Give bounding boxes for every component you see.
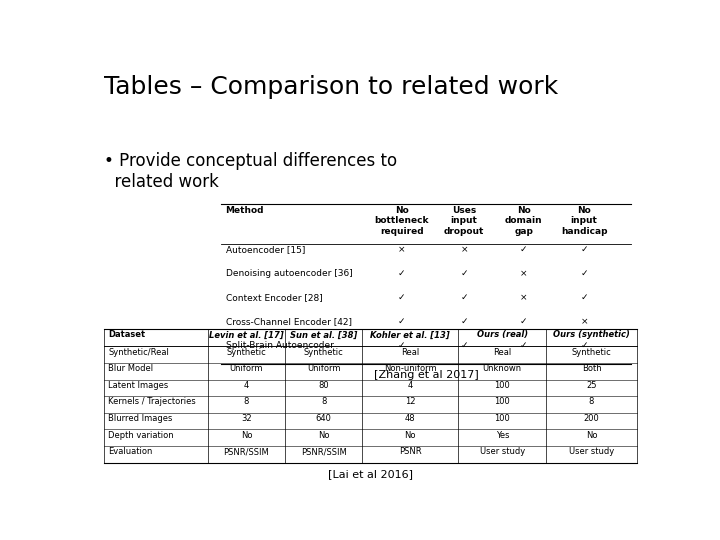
Text: 4: 4 <box>244 381 249 390</box>
Text: Synthetic: Synthetic <box>227 348 266 356</box>
Text: Levin et al. [17]: Levin et al. [17] <box>209 330 284 340</box>
Text: ×: × <box>520 269 527 278</box>
Text: Dataset: Dataset <box>109 330 145 340</box>
Text: 25: 25 <box>586 381 597 390</box>
Text: No: No <box>405 431 416 440</box>
Text: Method: Method <box>225 206 264 215</box>
Text: No
domain
gap: No domain gap <box>505 206 542 235</box>
Text: 80: 80 <box>318 381 329 390</box>
Text: 4: 4 <box>408 381 413 390</box>
Text: [Lai et al 2016]: [Lai et al 2016] <box>328 469 413 479</box>
Text: ✓: ✓ <box>580 293 588 302</box>
Text: ×: × <box>580 317 588 326</box>
Text: ✓: ✓ <box>520 245 527 254</box>
Text: Non-uniform: Non-uniform <box>384 364 436 373</box>
Text: ✓: ✓ <box>460 293 468 302</box>
Text: ✓: ✓ <box>460 269 468 278</box>
Text: Unknown: Unknown <box>482 364 522 373</box>
Text: ✓: ✓ <box>460 317 468 326</box>
Text: Kohler et al. [13]: Kohler et al. [13] <box>371 330 450 340</box>
Text: Real: Real <box>493 348 511 356</box>
Text: Sun et al. [38]: Sun et al. [38] <box>290 330 357 340</box>
Text: 8: 8 <box>589 397 594 407</box>
Text: 48: 48 <box>405 414 415 423</box>
Text: Both: Both <box>582 364 601 373</box>
Text: Yes: Yes <box>495 431 509 440</box>
Text: PSNR: PSNR <box>399 447 422 456</box>
Text: Ours (synthetic): Ours (synthetic) <box>553 330 630 340</box>
Text: 8: 8 <box>244 397 249 407</box>
Text: ×: × <box>460 245 468 254</box>
Text: Evaluation: Evaluation <box>109 447 153 456</box>
Text: PSNR/SSIM: PSNR/SSIM <box>224 447 269 456</box>
Text: ✓: ✓ <box>398 269 405 278</box>
Text: 100: 100 <box>495 381 510 390</box>
Text: 100: 100 <box>495 397 510 407</box>
Text: Uniform: Uniform <box>230 364 264 373</box>
Text: ✓: ✓ <box>398 317 405 326</box>
Text: No: No <box>318 431 330 440</box>
Text: User study: User study <box>569 447 614 456</box>
Text: 8: 8 <box>321 397 326 407</box>
Text: Uses
input
dropout: Uses input dropout <box>444 206 485 235</box>
Text: [Zhang et al 2017]: [Zhang et al 2017] <box>374 370 479 380</box>
Text: Ours (real): Ours (real) <box>477 330 528 340</box>
Text: • Provide conceptual differences to
  related work: • Provide conceptual differences to rela… <box>104 152 397 191</box>
Text: Kernels / Trajectories: Kernels / Trajectories <box>109 397 196 407</box>
Text: ✓: ✓ <box>460 341 468 350</box>
Text: Synthetic/Real: Synthetic/Real <box>109 348 169 356</box>
Text: Depth variation: Depth variation <box>109 431 174 440</box>
Text: ✓: ✓ <box>580 341 588 350</box>
Text: Cross-Channel Encoder [42]: Cross-Channel Encoder [42] <box>225 317 351 326</box>
Text: No: No <box>586 431 598 440</box>
Text: Blurred Images: Blurred Images <box>109 414 173 423</box>
Text: ✓: ✓ <box>398 341 405 350</box>
Text: No
input
handicap: No input handicap <box>561 206 608 235</box>
Text: 100: 100 <box>495 414 510 423</box>
Text: PSNR/SSIM: PSNR/SSIM <box>301 447 346 456</box>
Text: Blur Model: Blur Model <box>109 364 153 373</box>
Text: 640: 640 <box>316 414 332 423</box>
Text: ✓: ✓ <box>398 293 405 302</box>
Text: Uniform: Uniform <box>307 364 341 373</box>
Text: Denoising autoencoder [36]: Denoising autoencoder [36] <box>225 269 352 278</box>
Text: Tables – Comparison to related work: Tables – Comparison to related work <box>104 75 558 99</box>
Text: ✓: ✓ <box>580 245 588 254</box>
Text: Latent Images: Latent Images <box>109 381 168 390</box>
Text: ✓: ✓ <box>520 341 527 350</box>
Text: User study: User study <box>480 447 525 456</box>
Text: Synthetic: Synthetic <box>304 348 343 356</box>
Text: 32: 32 <box>241 414 252 423</box>
Text: 200: 200 <box>584 414 600 423</box>
Text: No
bottleneck
required: No bottleneck required <box>374 206 429 235</box>
Text: Autoencoder [15]: Autoencoder [15] <box>225 245 305 254</box>
Text: ×: × <box>398 245 405 254</box>
Text: ✓: ✓ <box>520 317 527 326</box>
Text: ×: × <box>520 293 527 302</box>
Text: 12: 12 <box>405 397 415 407</box>
Text: No: No <box>240 431 252 440</box>
Text: ✓: ✓ <box>580 269 588 278</box>
Text: Synthetic: Synthetic <box>572 348 611 356</box>
Text: Split-Brain Autoencoder: Split-Brain Autoencoder <box>225 341 333 350</box>
Text: Real: Real <box>401 348 420 356</box>
Text: Context Encoder [28]: Context Encoder [28] <box>225 293 323 302</box>
